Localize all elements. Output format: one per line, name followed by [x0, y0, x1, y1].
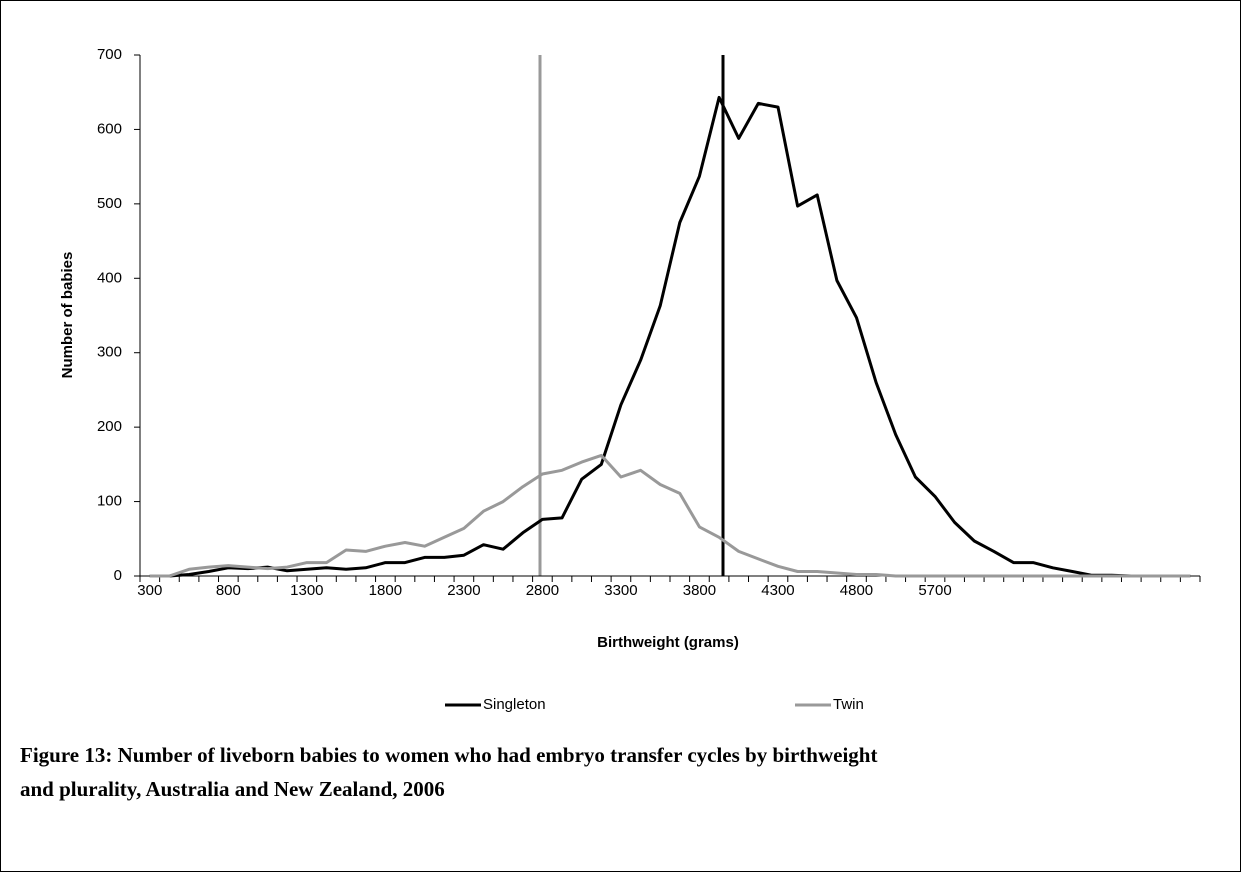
y-tick-label: 600 [97, 120, 122, 137]
x-tick-label: 1300 [290, 582, 323, 599]
x-axis-label: Birthweight (grams) [597, 634, 739, 651]
y-tick-label: 500 [97, 195, 122, 212]
y-tick-label: 0 [114, 567, 122, 584]
y-tick-label: 400 [97, 269, 122, 286]
x-tick-label: 800 [216, 582, 241, 599]
x-tick-label: 5700 [918, 582, 951, 599]
y-axis-label: Number of babies [59, 252, 76, 379]
x-tick-label: 1800 [369, 582, 402, 599]
y-tick-label: 200 [97, 418, 122, 435]
legend-label: Twin [833, 696, 864, 713]
x-tick-label: 3300 [604, 582, 637, 599]
y-tick-label: 700 [97, 46, 122, 63]
x-tick-label: 300 [137, 582, 162, 599]
legend-label: Singleton [483, 696, 546, 713]
y-tick-label: 300 [97, 344, 122, 361]
x-tick-label: 4300 [761, 582, 794, 599]
y-tick-label: 100 [97, 493, 122, 510]
x-tick-label: 2800 [526, 582, 559, 599]
series-line [149, 453, 1191, 578]
x-tick-label: 3800 [683, 582, 716, 599]
series-line [149, 95, 1191, 578]
x-tick-label: 4800 [840, 582, 873, 599]
x-tick-label: 2300 [447, 582, 480, 599]
caption: Figure 13: Number of liveborn babies to … [20, 743, 878, 801]
